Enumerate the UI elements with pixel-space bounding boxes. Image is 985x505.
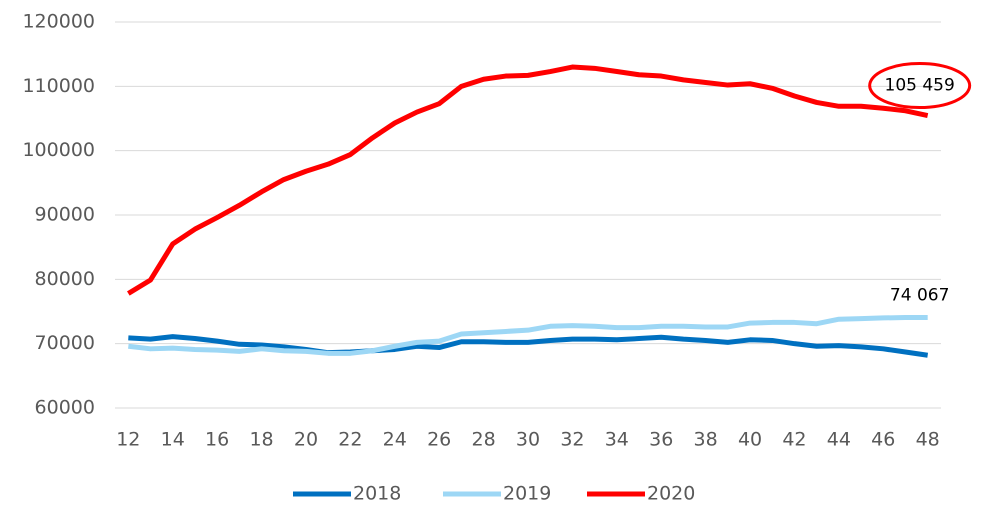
legend-label: 2018: [353, 483, 401, 505]
series-line: [128, 334, 929, 358]
x-tick-label: 40: [738, 429, 762, 451]
y-tick-label: 110000: [22, 75, 95, 97]
x-tick-label: 42: [782, 429, 806, 451]
x-tick-label: 18: [249, 429, 273, 451]
x-tick-label: 48: [916, 429, 940, 451]
y-tick-label: 120000: [22, 11, 95, 33]
y-tick-label: 80000: [35, 268, 95, 290]
x-tick-label: 22: [338, 429, 362, 451]
series-line: [127, 64, 929, 296]
series-line: [128, 315, 928, 356]
x-tick-label: 38: [694, 429, 718, 451]
y-tick-label: 100000: [22, 139, 95, 161]
x-tick-label: 26: [427, 429, 451, 451]
x-tick-label: 14: [161, 429, 185, 451]
x-tick-label: 36: [649, 429, 673, 451]
legend-label: 2019: [503, 483, 551, 505]
x-tick-label: 32: [560, 429, 584, 451]
highlight-circle: [868, 62, 972, 110]
x-tick-label: 44: [827, 429, 851, 451]
x-tick-label: 28: [471, 429, 495, 451]
x-tick-label: 24: [383, 429, 407, 451]
x-tick-label: 46: [871, 429, 895, 451]
x-tick-label: 12: [116, 429, 140, 451]
x-tick-label: 16: [205, 429, 229, 451]
y-tick-label: 60000: [35, 397, 95, 419]
x-tick-label: 34: [605, 429, 629, 451]
data-label: 105 459: [885, 76, 955, 96]
data-label: 74 067: [890, 286, 949, 306]
y-tick-label: 90000: [35, 204, 95, 226]
y-tick-label: 70000: [35, 332, 95, 354]
x-tick-label: 20: [294, 429, 318, 451]
legend-label: 2020: [647, 483, 695, 505]
x-tick-label: 30: [516, 429, 540, 451]
